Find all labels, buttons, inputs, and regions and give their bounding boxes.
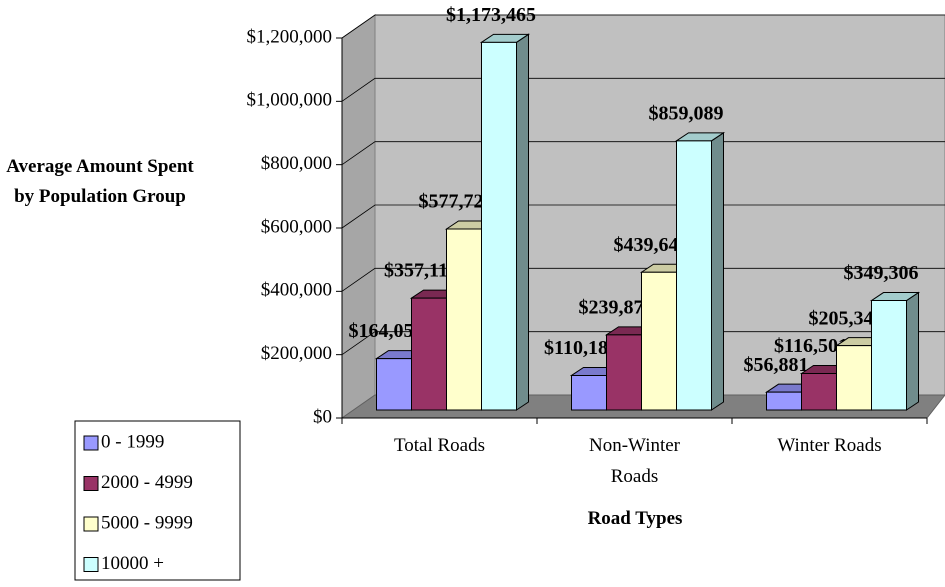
legend-swatch: [83, 557, 99, 572]
bar-face: [641, 271, 677, 411]
legend-label: 5000 - 9999: [101, 512, 193, 533]
bar-face: [836, 345, 872, 411]
value-label: $859,089: [649, 102, 724, 124]
bar-face: [906, 291, 919, 411]
value-label: $349,306: [844, 262, 919, 284]
bar-face: [481, 41, 517, 411]
grid-line: [341, 77, 945, 102]
grid-line: [341, 331, 945, 355]
legend-label: 2000 - 4999: [101, 472, 193, 493]
y-tick-label: $0: [313, 406, 332, 427]
value-label: $56,881: [744, 354, 809, 376]
y-tick-label: $600,000: [261, 216, 332, 237]
value-label: $116,501: [774, 335, 848, 357]
bar-face: [376, 358, 412, 411]
y-tick-label: $400,000: [261, 280, 332, 301]
x-tick-label: Total Roads: [393, 435, 486, 456]
grid-line: [341, 14, 945, 39]
value-label: $239,875: [579, 296, 654, 318]
legend-box: [74, 420, 241, 581]
legend-swatch: [83, 476, 99, 491]
value-label: $577,722: [419, 191, 494, 213]
grid-line: [341, 204, 945, 229]
value-label: $439,644: [614, 234, 689, 256]
bar-face: [871, 300, 907, 411]
bar: [674, 131, 726, 411]
value-label: $164,055: [349, 320, 424, 342]
y-axis-label: Average Amount Spent by Population Group: [6, 156, 194, 207]
value-label: $205,341: [809, 307, 884, 329]
x-tick-label: Non-Winter Roads: [588, 435, 681, 487]
bar-face: [801, 372, 837, 411]
y-tick-label: $1,200,000: [247, 26, 333, 47]
bar-face: [606, 334, 642, 411]
value-label: $110,187: [544, 337, 618, 359]
bar: [869, 291, 921, 411]
y-tick-label: $1,000,000: [247, 90, 333, 111]
grid-line: [341, 141, 945, 165]
value-label: $1,173,465: [446, 4, 536, 26]
bar: [479, 33, 531, 411]
bar-face: [766, 391, 802, 411]
bar-face: [516, 33, 529, 411]
bar-face: [446, 228, 482, 411]
x-tick-label: Winter Roads: [777, 435, 882, 456]
bar-face: [571, 374, 607, 411]
legend-label: 0 - 1999: [101, 431, 164, 452]
value-label: $357,119: [384, 260, 458, 282]
x-axis-label: Road Types: [587, 508, 683, 529]
bar-face: [676, 140, 712, 411]
grid-line: [341, 267, 945, 292]
y-tick-label: $800,000: [261, 153, 332, 174]
legend-label: 10000 +: [101, 553, 164, 574]
legend-swatch: [83, 516, 99, 532]
bar-face: [411, 297, 447, 411]
y-tick-label: $200,000: [261, 343, 332, 364]
bar-face: [711, 131, 724, 411]
legend-swatch: [83, 435, 99, 451]
